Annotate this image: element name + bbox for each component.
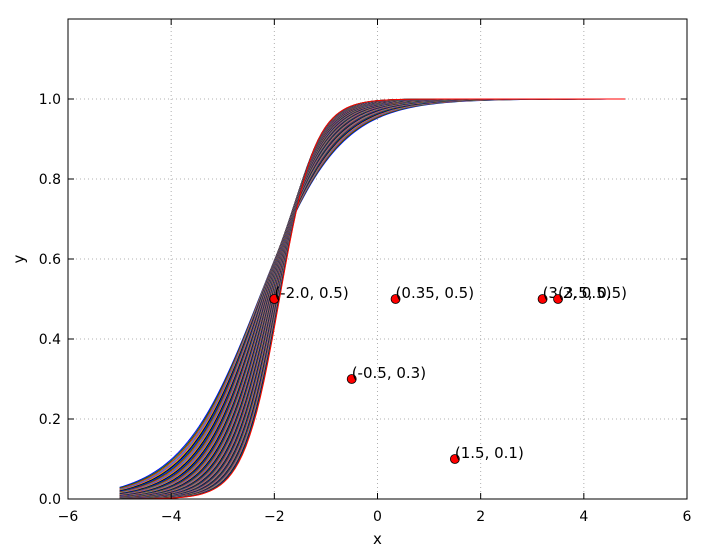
data-point-label: (-2.0, 0.5) (274, 284, 348, 302)
y-axis-ticks: 0.0 0.2 0.4 0.6 0.8 1.0 (39, 92, 687, 508)
y-tick-label: 1.0 (39, 92, 61, 108)
curve-series-group (119, 98, 626, 500)
data-point-marker (449, 454, 460, 464)
y-tick-label: 0.2 (39, 412, 61, 428)
data-point-marker (390, 294, 401, 304)
y-tick-label: 0.4 (39, 332, 61, 348)
data-point-label: (0.35, 0.5) (396, 284, 475, 302)
x-axis-ticks: −6 −4 −2 0 2 4 6 (58, 19, 692, 525)
y-tick-label: 0.6 (39, 252, 61, 268)
x-axis-label: x (373, 530, 382, 548)
data-point-label: (3.5, 0.5) (558, 284, 627, 302)
x-tick-label: 2 (476, 509, 485, 525)
y-tick-label: 0.8 (39, 172, 61, 188)
data-point-label: (1.5, 0.1) (455, 444, 524, 462)
annotated-points: (-2.0, 0.5) (0.35, 0.5) (-0.5, 0.3) (1.5, 0… (269, 284, 627, 464)
x-tick-label: 0 (373, 509, 382, 525)
logistic-curve (119, 98, 626, 500)
data-point-marker (537, 294, 548, 304)
x-tick-label: 6 (683, 509, 692, 525)
data-point-label: (-0.5, 0.3) (352, 364, 426, 382)
data-point-marker (346, 374, 357, 384)
x-tick-label: −4 (161, 509, 182, 525)
data-point-marker (553, 294, 563, 304)
data-point-marker (269, 294, 280, 304)
y-axis-label: y (10, 254, 28, 263)
x-tick-label: −6 (58, 509, 79, 525)
y-tick-label: 0.0 (39, 492, 61, 508)
x-tick-label: 4 (579, 509, 588, 525)
x-tick-label: −2 (264, 509, 285, 525)
